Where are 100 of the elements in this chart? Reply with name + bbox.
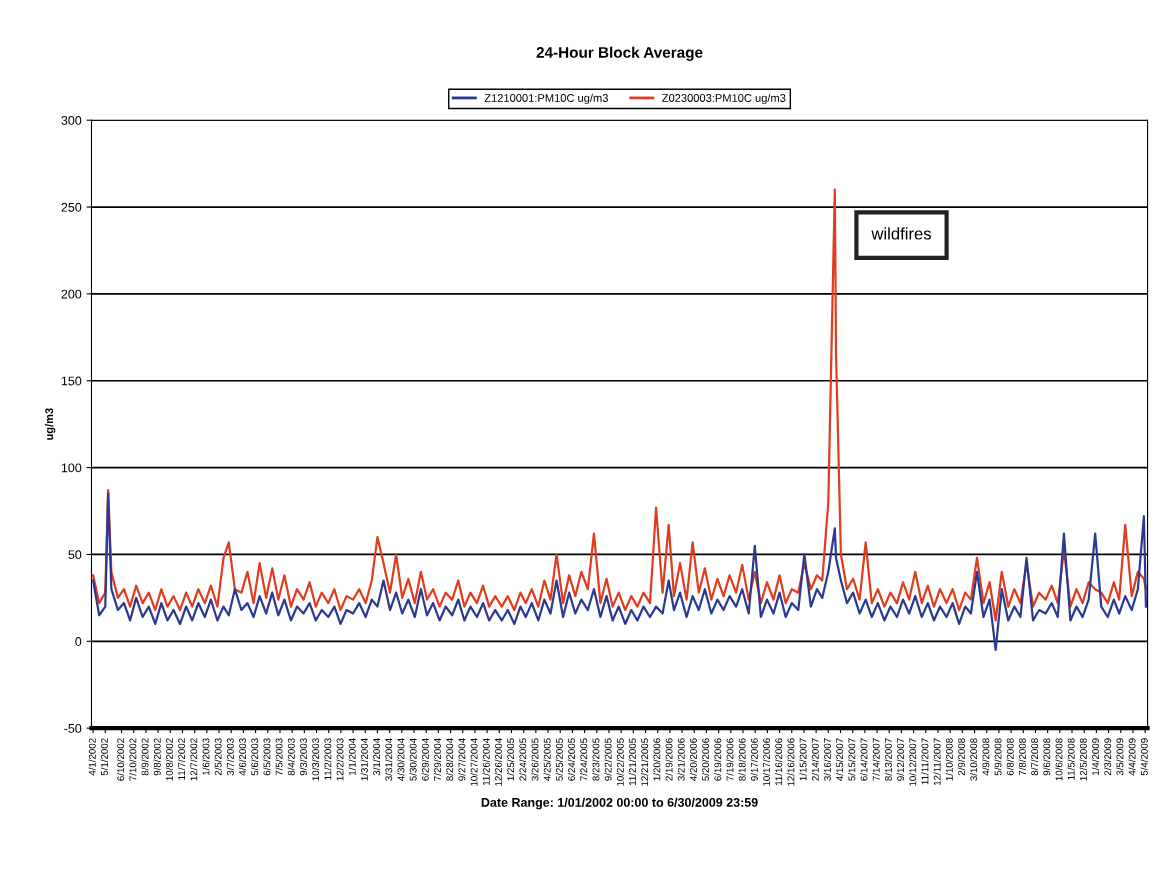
x-tick-label: 4/30/2004 [397,738,405,781]
x-tick-label: 11/7/2002 [177,738,186,780]
x-tick-label: 3/7/2003 [226,738,234,776]
x-tick-label: 6/5/2003 [263,738,271,776]
x-tick-label: 7/19/2006 [726,738,734,781]
x-tick-label: 8/23/2005 [592,738,600,781]
x-tick-label: 8/28/2004 [446,738,454,781]
x-tick-label: 1/31/2004 [360,738,368,781]
x-tick-label: 3/5/2009 [1116,738,1124,776]
x-tick-label: 6/10/2002 [117,738,125,781]
x-tick-label: 1/6/2003 [202,738,210,775]
x-tick-label: 3/31/2004 [385,738,393,781]
x-tick-label: 8/7/2008 [1030,738,1039,776]
x-tick-label: 3/26/2005 [531,738,539,781]
x-tick-label: 8/9/2002 [141,738,149,776]
x-tick-label: 3/21/2006 [677,738,685,781]
x-tick-label: 4/20/2006 [689,738,697,781]
x-tick-label: 9/12/2007 [896,738,905,781]
y-tick-label: -50 [64,723,82,733]
x-tick-label: 1/20/2006 [653,738,661,781]
x-tick-label: 5/25/2005 [555,738,563,781]
x-tick-label: 7/14/2007 [872,738,880,781]
x-tick-label: 1/1/2004 [348,738,356,775]
x-axis-title: Date Range: 1/01/2002 00:00 to 6/30/2009 23:59 [481,797,758,810]
y-axis-title: ug/m3 [44,408,56,440]
x-tick-label: 11/11/2007 [921,738,929,785]
x-tick-label: 12/26/2004 [494,738,502,786]
x-tick-label: 4/9/2008 [982,738,990,776]
y-tick-label: 100 [61,463,82,473]
x-tick-label: 4/15/2007 [835,738,844,781]
x-tick-label: 9/3/2003 [299,738,307,776]
y-tick-label: 250 [61,202,82,212]
x-tick-label: 10/8/2002 [165,738,173,781]
x-tick-label: 12/16/2006 [787,738,795,786]
x-tick-label: 9/27/2004 [458,738,466,781]
x-tick-label: 10/27/2004 [470,738,478,786]
x-tick-label: 7/29/2004 [433,738,441,781]
x-tick-label: 2/19/2006 [665,738,673,781]
x-tick-label: 10/6/2008 [1055,738,1063,781]
x-tick-label: 6/24/2005 [567,738,576,781]
x-tick-label: 11/16/2006 [775,738,783,786]
x-tick-label: 5/30/2004 [409,738,417,781]
x-tick-label: 6/19/2006 [714,738,722,781]
x-tick-label: 11/21/2005 [628,738,636,786]
x-tick-label: 12/7/2002 [190,738,198,781]
x-tick-label: 4/25/2005 [543,738,551,781]
legend-label: Z0230003:PM10C ug/m3 [662,93,786,105]
x-tick-label: 8/4/2003 [287,738,295,776]
x-tick-label: 3/1/2004 [372,738,381,776]
x-tick-label: 5/20/2006 [701,738,710,781]
y-tick-label: 200 [61,289,82,299]
x-tick-label: 7/24/2005 [580,738,588,781]
x-tick-label: 10/22/2005 [616,738,624,786]
legend-label: Z1210001:PM10C ug/m3 [484,93,608,105]
x-tick-label: 10/3/2003 [311,738,320,781]
x-tick-label: 7/5/2003 [275,738,283,776]
x-tick-label: 1/10/2008 [945,738,953,781]
chart-title: 24-Hour Block Average [536,46,703,61]
y-tick-label: 0 [75,637,82,646]
x-tick-label: 8/18/2006 [738,738,746,781]
x-tick-label: 11/5/2008 [1067,738,1075,780]
x-tick-label: 6/14/2007 [860,738,868,781]
x-tick-label: 3/16/2007 [823,738,831,781]
x-tick-label: 9/22/2005 [604,738,612,781]
x-tick-label: 3/10/2008 [970,738,978,781]
x-tick-label: 4/6/2003 [238,738,247,776]
x-tick-label: 1/4/2009 [1091,738,1100,775]
x-tick-label: 2/5/2003 [214,738,222,776]
y-tick-label: 300 [61,116,82,125]
x-tick-label: 12/2/2003 [336,738,344,781]
x-tick-label: 5/6/2003 [251,738,259,776]
y-tick-label: 150 [61,376,82,386]
x-tick-label: 2/3/2009 [1104,738,1112,776]
x-tick-label: 5/15/2007 [848,738,856,781]
x-tick-label: 2/9/2008 [957,738,965,776]
x-tick-label: 4/4/2009 [1128,738,1136,776]
x-tick-label: 7/8/2008 [1018,738,1026,776]
x-tick-label: 9/6/2008 [1043,738,1051,776]
x-tick-label: 6/29/2004 [421,738,429,781]
annotation: wildfires [871,227,932,240]
x-tick-label: 1/15/2007 [799,738,807,781]
x-tick-label: 2/24/2005 [519,738,527,781]
x-tick-label: 4/1/2002 [88,738,96,776]
x-tick-label: 11/2/2003 [324,738,332,780]
x-tick-label: 12/11/2007 [933,738,941,786]
x-tick-label: 9/17/2006 [750,738,758,781]
x-tick-label: 5/4/2009 [1140,738,1148,776]
x-tick-label: 5/1/2002 [100,738,108,776]
x-tick-label: 2/14/2007 [811,738,819,781]
x-tick-label: 10/12/2007 [909,738,917,786]
y-tick-label: 50 [68,550,82,560]
x-tick-label: 8/13/2007 [884,738,892,781]
x-tick-label: 7/10/2002 [129,738,137,781]
x-tick-label: 12/21/2005 [640,738,649,786]
x-tick-label: 10/17/2006 [762,738,770,786]
x-tick-label: 11/26/2004 [482,738,490,786]
x-tick-label: 12/5/2008 [1079,738,1087,781]
x-tick-label: 5/9/2008 [994,738,1002,776]
x-tick-label: 9/8/2002 [153,738,161,776]
x-tick-label: 6/8/2008 [1006,738,1014,776]
